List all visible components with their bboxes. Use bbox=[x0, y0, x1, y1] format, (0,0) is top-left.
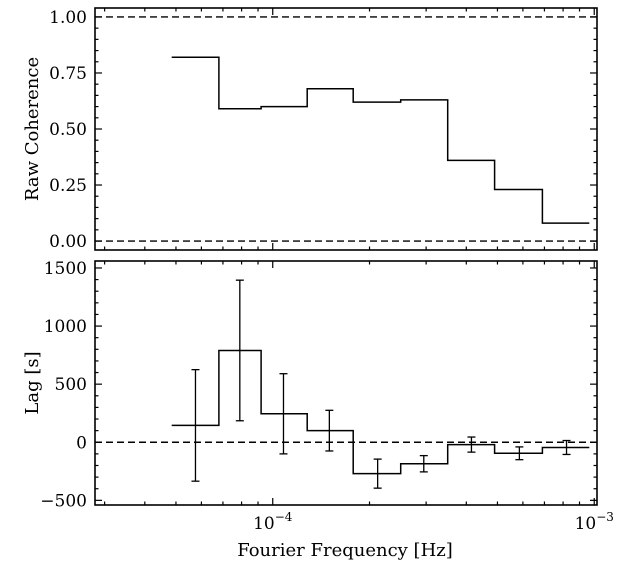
lag-y-tick-label: 1500 bbox=[44, 259, 87, 279]
x-axis-title: Fourier Frequency [Hz] bbox=[237, 540, 453, 561]
coherence-y-tick-label: 0.75 bbox=[49, 64, 87, 84]
lag-y-tick-label: 0 bbox=[76, 433, 87, 453]
coherence-y-tick-label: 0.25 bbox=[49, 176, 87, 196]
coherence-y-tick-label: 0.00 bbox=[49, 232, 87, 252]
coherence-y-tick-label: 0.50 bbox=[49, 120, 87, 140]
lag-y-axis-title: Lag [s] bbox=[22, 351, 43, 414]
lag-y-tick-label: 1000 bbox=[44, 317, 87, 337]
coherence-y-tick-label: 1.00 bbox=[49, 8, 87, 28]
coherence-axes-frame bbox=[94, 7, 598, 251]
coherence-step-line bbox=[171, 56, 590, 224]
coherence-y-axis-title: Raw Coherence bbox=[22, 57, 43, 201]
lag-step-line bbox=[171, 349, 590, 475]
coherence-panel: 0.00 0.25 0.50 0.75 1.00 Raw Coherence bbox=[22, 7, 598, 252]
x-tick-label: 10−3 bbox=[575, 510, 614, 534]
x-tick-label: 10−4 bbox=[253, 510, 293, 534]
lag-y-tick-label: 500 bbox=[55, 375, 87, 395]
lag-axes-frame bbox=[94, 260, 598, 506]
lag-panel: −500 0 500 1000 1500 Lag [s] 10−4 10−3 bbox=[22, 259, 614, 534]
lag-y-tick-label: −500 bbox=[40, 491, 87, 511]
